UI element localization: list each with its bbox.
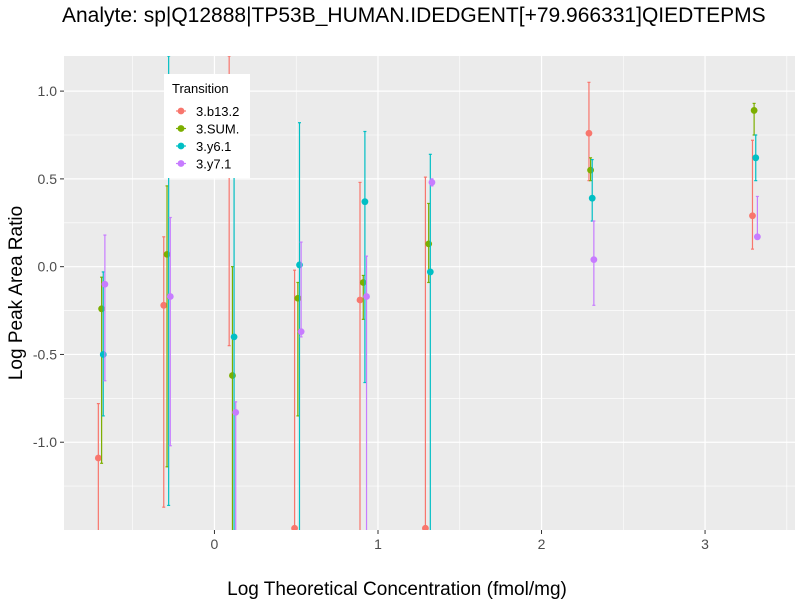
legend-items: 3.b13.2 3.SUM. 3.y6.1 3.y7.1	[176, 104, 239, 172]
legend-label: 3.SUM.	[196, 122, 239, 137]
data-point	[98, 305, 106, 313]
y-axis-title: Log Peak Area Ratio	[6, 206, 27, 380]
legend-key-point	[177, 160, 185, 167]
y-tick-label: 0.5	[38, 171, 58, 187]
legend-label: 3.b13.2	[196, 104, 239, 119]
x-axis-title: Log Theoretical Concentration (fmol/mg)	[227, 579, 567, 600]
legend-key-point	[177, 142, 185, 150]
data-point	[232, 408, 240, 416]
legend-label: 3.y6.1	[196, 139, 231, 154]
x-tick-label: 0	[211, 536, 219, 552]
data-point	[428, 179, 436, 186]
series-3.y7.1	[101, 178, 761, 530]
legend-entry: 3.y7.1	[176, 157, 231, 172]
data-point	[587, 166, 594, 174]
data-marks	[94, 56, 761, 530]
legend-entry: 3.b13.2	[176, 104, 239, 119]
data-point	[297, 328, 305, 336]
minor-gridlines	[64, 56, 795, 530]
data-point	[101, 280, 109, 288]
data-point	[294, 294, 302, 302]
data-point	[99, 351, 107, 358]
data-point	[585, 129, 593, 137]
legend-key-point	[177, 107, 185, 115]
legend-title: Transition	[172, 81, 229, 96]
x-tick-label: 2	[538, 536, 546, 552]
legend-label: 3.y7.1	[196, 157, 231, 172]
data-point	[230, 333, 238, 341]
data-point	[296, 261, 303, 269]
legend-entry: 3.SUM.	[176, 122, 239, 137]
data-point	[425, 240, 433, 248]
data-point	[752, 154, 760, 162]
data-point	[750, 107, 758, 114]
legend-entry: 3.y6.1	[176, 139, 231, 154]
data-point	[749, 212, 756, 220]
data-point	[291, 524, 298, 530]
y-axis-ticks: -1.0 -0.5 0.0 0.5 1.0	[33, 83, 64, 450]
data-point	[753, 233, 761, 241]
data-point	[588, 194, 596, 202]
y-tick-label: -0.5	[33, 346, 57, 362]
y-tick-label: -1.0	[33, 434, 57, 450]
data-point	[361, 198, 369, 206]
data-point	[590, 256, 598, 264]
legend: Transition 3.b13.2 3.SUM. 3.y6.1 3.y7.1	[164, 74, 250, 178]
legend-key-point	[177, 125, 185, 132]
x-tick-label: 3	[701, 536, 709, 552]
series-3.SUM.	[98, 102, 758, 530]
chart-title: Analyte: sp|Q12888|TP53B_HUMAN.IDEDGENT[…	[62, 4, 766, 27]
x-axis-ticks: 0 1 2 3	[211, 530, 709, 552]
y-tick-label: 1.0	[38, 83, 58, 99]
legend-background	[164, 74, 250, 178]
data-point	[163, 250, 171, 258]
data-point	[356, 296, 364, 304]
data-point	[426, 268, 434, 276]
data-point	[94, 454, 102, 462]
data-point	[229, 372, 236, 379]
data-point	[160, 301, 168, 309]
data-point	[422, 524, 429, 530]
data-point	[166, 293, 174, 300]
y-tick-label: 0.0	[38, 259, 58, 275]
data-point	[359, 279, 367, 286]
data-point	[363, 293, 370, 300]
x-tick-label: 1	[374, 536, 382, 552]
